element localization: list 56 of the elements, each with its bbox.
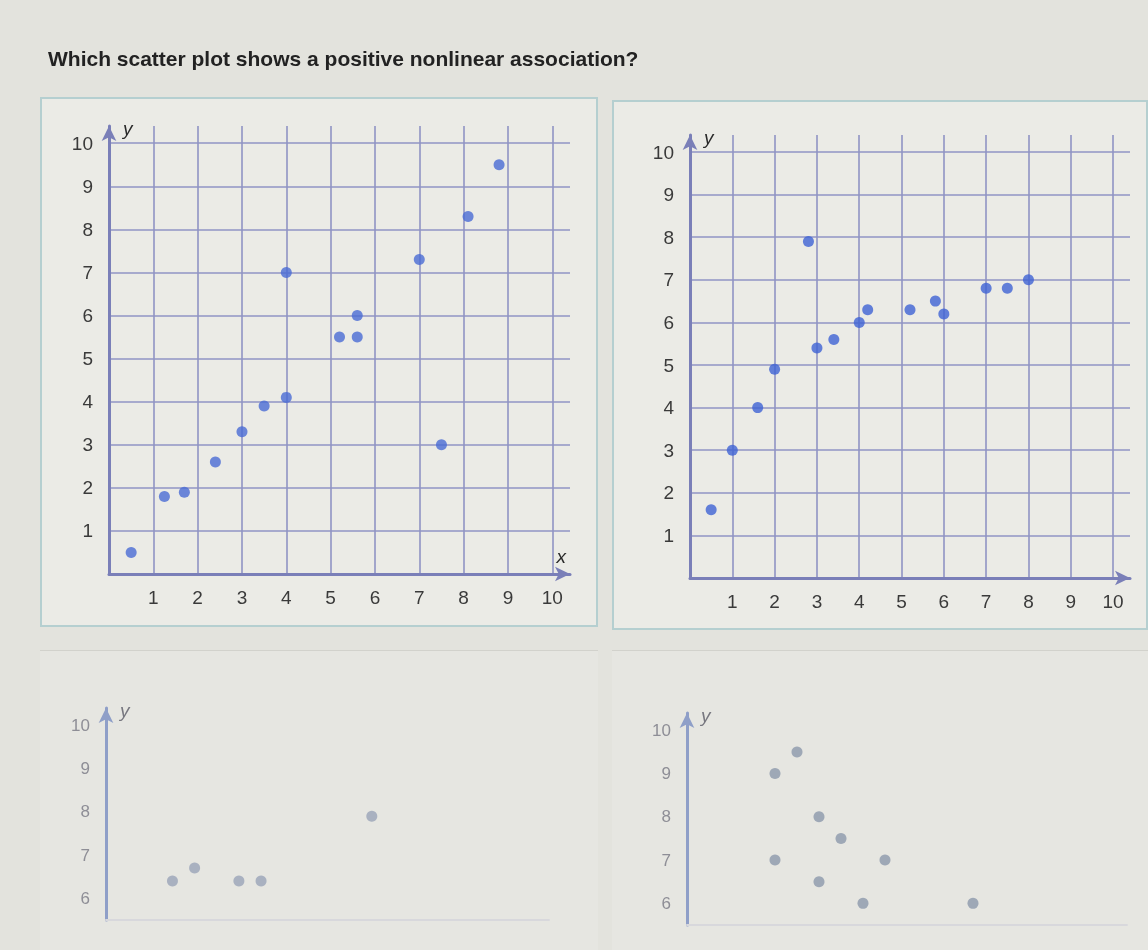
y-axis-title: y <box>702 126 715 148</box>
x-tick-label: 1 <box>148 587 159 608</box>
y-tick-label: 6 <box>661 893 671 913</box>
y-tick-label: 5 <box>663 354 674 376</box>
x-tick-label: 3 <box>236 587 248 608</box>
x-tick-label: 9 <box>502 587 514 608</box>
x-tick-label: 4 <box>853 591 865 612</box>
x-tick-label: 4 <box>281 587 293 608</box>
y-tick-label: 9 <box>82 175 93 197</box>
chart-title: Which scatter plot shows a positive nonlinear association? <box>48 47 639 71</box>
y-tick-label: 9 <box>661 764 671 784</box>
y-tick-label: 6 <box>80 888 90 908</box>
y-axis-title: y <box>121 117 134 139</box>
y-tick-label: 10 <box>71 715 90 735</box>
y-tick-label: 8 <box>663 226 674 248</box>
y-tick-label: 5 <box>82 348 93 370</box>
x-tick-label: 2 <box>192 587 203 608</box>
y-tick-label: 4 <box>82 391 94 413</box>
y-tick-label: 7 <box>663 269 674 291</box>
y-tick-label: 7 <box>80 845 90 865</box>
x-axis-title: x <box>555 546 568 567</box>
y-tick-label: 6 <box>663 311 674 333</box>
y-tick-label: 3 <box>663 439 674 461</box>
y-tick-label: 6 <box>82 305 93 327</box>
y-tick-label: 7 <box>661 850 671 870</box>
x-tick-label: 1 <box>727 591 738 612</box>
y-tick-label: 2 <box>82 477 93 499</box>
x-tick-label: 5 <box>325 587 336 608</box>
y-tick-label: 7 <box>82 261 93 283</box>
y-tick-label: 8 <box>80 802 90 822</box>
y-tick-label: 1 <box>82 520 93 542</box>
x-tick-label: 7 <box>414 587 425 608</box>
y-tick-label: 3 <box>82 434 93 456</box>
y-tick-label: 9 <box>80 759 90 779</box>
y-tick-label: 10 <box>71 132 93 154</box>
y-tick-label: 1 <box>663 524 674 546</box>
y-axis-title: y <box>118 699 131 721</box>
y-tick-label: 9 <box>663 184 674 206</box>
y-tick-label: 8 <box>661 807 671 827</box>
x-tick-label: 7 <box>980 591 992 612</box>
x-tick-label: 10 <box>1102 591 1124 612</box>
x-tick-label: 9 <box>1065 591 1077 612</box>
x-tick-label: 10 <box>541 587 563 608</box>
x-tick-label: 6 <box>369 587 381 608</box>
x-tick-label: 3 <box>811 591 823 612</box>
y-tick-label: 8 <box>82 218 93 240</box>
y-tick-label: 2 <box>663 482 674 504</box>
x-tick-label: 6 <box>938 591 950 612</box>
y-tick-label: 10 <box>652 720 671 740</box>
x-tick-label: 8 <box>1023 591 1034 612</box>
y-axis-title: y <box>699 704 712 726</box>
x-tick-label: 5 <box>896 591 907 612</box>
x-tick-label: 2 <box>769 591 780 612</box>
y-tick-label: 4 <box>663 397 675 419</box>
x-tick-label: 8 <box>458 587 469 608</box>
y-tick-label: 10 <box>652 141 674 163</box>
